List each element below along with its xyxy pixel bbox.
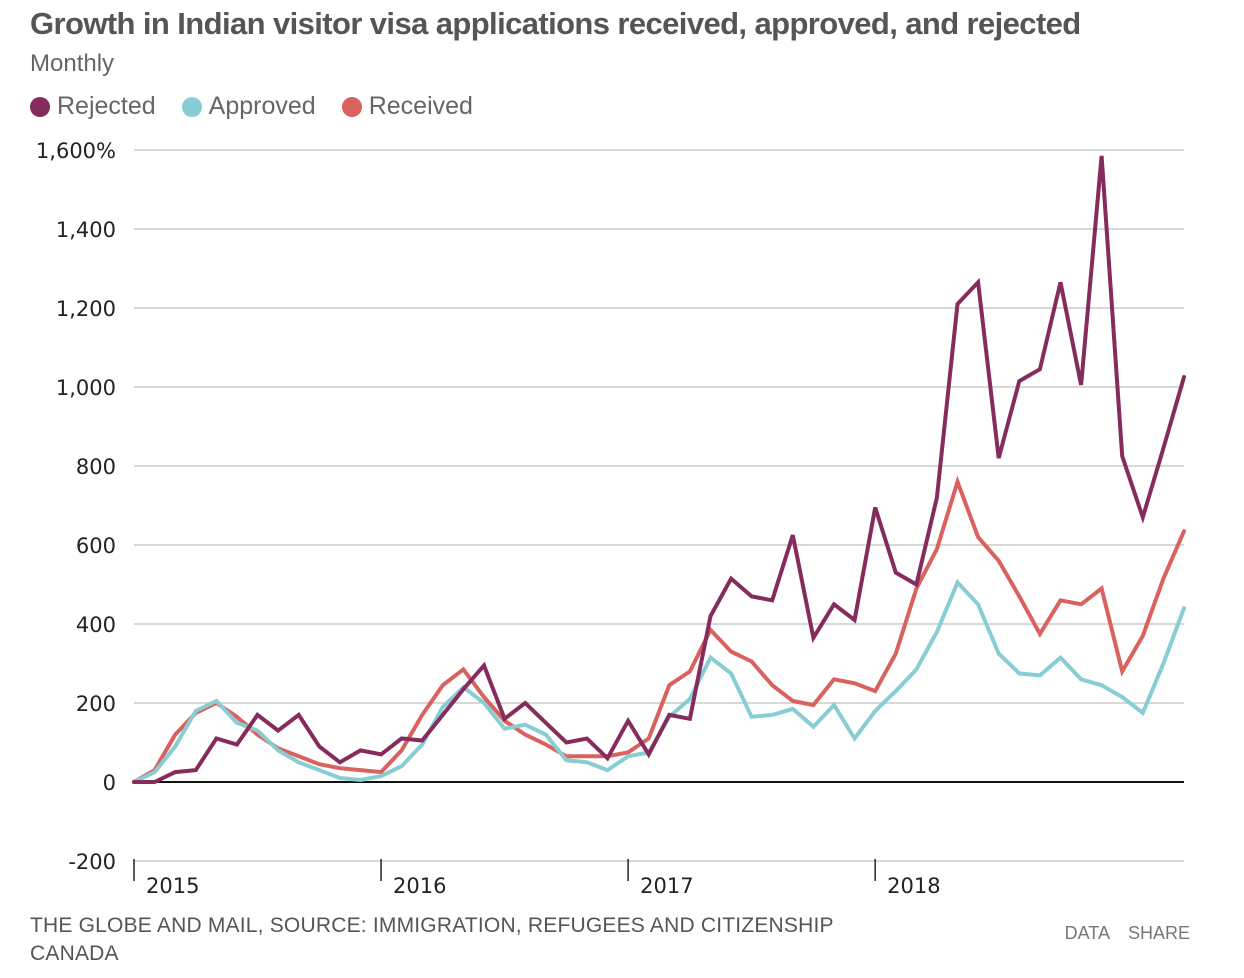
legend-item-approved: Approved — [181, 92, 316, 121]
legend-label: Approved — [208, 92, 316, 120]
legend-dot-icon — [181, 96, 202, 117]
chart-actions: DATA SHARE — [1065, 923, 1190, 944]
legend-dot-icon — [341, 96, 362, 117]
x-tick-label: 2015 — [146, 874, 199, 898]
data-button[interactable]: DATA — [1064, 923, 1110, 943]
legend-label: Rejected — [57, 92, 156, 120]
y-tick-label: 200 — [76, 692, 116, 716]
legend-label: Received — [368, 92, 473, 120]
y-tick-label: 600 — [76, 534, 116, 558]
legend-dot-icon — [30, 96, 50, 117]
y-tick-label: 1,200 — [56, 297, 116, 321]
source-note: THE GLOBE AND MAIL, SOURCE: IMMIGRATION,… — [30, 914, 834, 965]
y-tick-label: 400 — [76, 613, 116, 637]
legend: Rejected Approved Received — [30, 92, 473, 121]
y-tick-label: 1,000 — [56, 376, 116, 400]
x-tick-label: 2016 — [393, 874, 446, 898]
share-button[interactable]: SHARE — [1127, 923, 1190, 943]
series-line-received — [132, 475, 1186, 784]
legend-item-received: Received — [341, 92, 473, 121]
x-tick-label: 2018 — [887, 874, 940, 898]
series-line-rejected — [132, 155, 1186, 784]
y-tick-label: 1,400 — [56, 218, 116, 242]
gridlines — [134, 149, 1184, 862]
series-lines — [132, 155, 1186, 784]
y-axis-ticks: -200 0 200 400 600 800 1,000 1,200 1,400 1,600% — [36, 139, 116, 874]
legend-item-rejected: Rejected — [30, 92, 156, 121]
y-tick-label: 1,600% — [36, 139, 116, 163]
y-tick-label: -200 — [68, 850, 116, 874]
chart-subtitle: Monthly — [30, 50, 115, 77]
y-tick-label: 800 — [76, 455, 116, 479]
x-axis-ticks: 2015 2016 2017 2018 — [133, 859, 941, 898]
y-tick-label: 0 — [103, 771, 116, 795]
x-tick-label: 2017 — [640, 874, 693, 898]
chart-title: Growth in Indian visitor visa applicatio… — [30, 6, 1081, 41]
